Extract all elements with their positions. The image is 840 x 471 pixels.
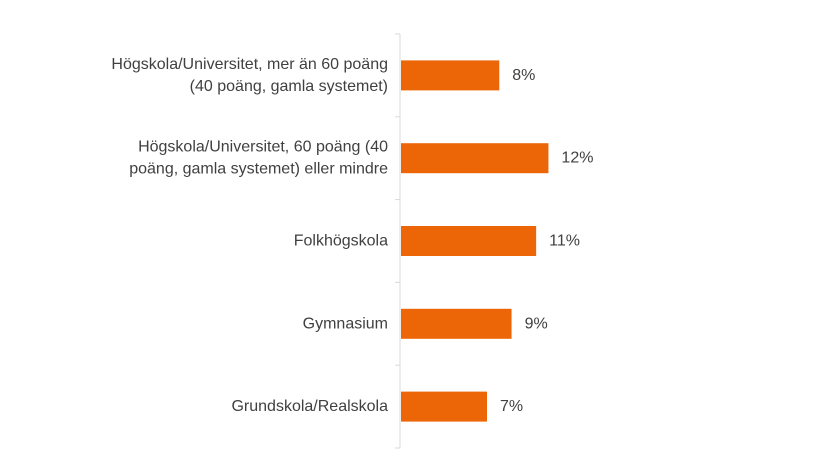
category-labels: Högskola/Universitet, mer än 60 poäng (40…: [111, 56, 388, 415]
category-label-line: Folkhögskola: [294, 233, 388, 250]
category-label-line: Högskola/Universitet, 60 poäng (40: [138, 139, 388, 156]
bars-group: [401, 60, 549, 422]
category-label-line: Gymnasium: [303, 315, 388, 332]
category-label: Högskola/Universitet, mer än 60 poäng (40…: [111, 56, 388, 95]
category-axis-ticks: [395, 33, 400, 449]
category-label: Folkhögskola: [294, 233, 388, 250]
data-label: 12%: [561, 150, 593, 167]
bar: [401, 60, 500, 91]
category-label-line: (40 poäng, gamla systemet): [190, 78, 388, 95]
value-labels: 8% 12% 11% 9% 7%: [500, 67, 593, 415]
bar: [401, 226, 537, 256]
data-label: 7%: [500, 398, 523, 415]
category-label-line: Högskola/Universitet, mer än 60 poäng: [111, 56, 388, 73]
category-label: Högskola/Universitet, 60 poäng (40 poäng,…: [129, 139, 388, 178]
category-label-line: poäng, gamla systemet) eller mindre: [129, 161, 388, 178]
bar: [401, 143, 549, 174]
bar: [401, 391, 487, 422]
category-label: Grundskola/Realskola: [231, 398, 388, 415]
data-label: 11%: [549, 233, 580, 250]
category-label: Gymnasium: [303, 315, 388, 332]
bar: [401, 308, 512, 339]
category-label-line: Grundskola/Realskola: [231, 398, 388, 415]
data-label: 8%: [512, 67, 535, 84]
data-label: 9%: [525, 315, 548, 332]
